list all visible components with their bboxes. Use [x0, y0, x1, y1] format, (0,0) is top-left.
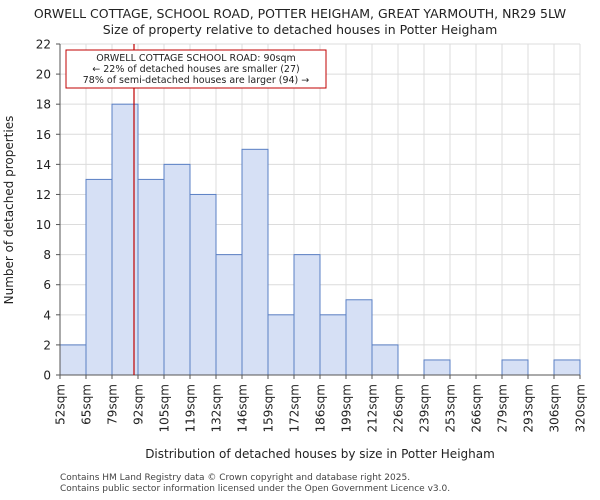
y-tick-label: 16 [36, 128, 51, 142]
y-tick-label: 4 [43, 308, 51, 322]
x-tick-label: 65sqm [80, 384, 94, 425]
y-tick-label: 8 [43, 248, 51, 262]
bar [241, 148, 269, 376]
footer-line-1: Contains HM Land Registry data © Crown c… [60, 473, 411, 483]
x-tick-label: 253sqm [444, 384, 458, 432]
x-tick-label: 266sqm [470, 384, 484, 432]
bar [319, 314, 347, 376]
x-tick-label: 239sqm [418, 384, 432, 432]
annotation-box [65, 49, 327, 89]
bar [215, 254, 243, 376]
chart-subtitle: Size of property relative to detached ho… [102, 22, 498, 37]
y-tick-label: 22 [36, 38, 51, 52]
x-tick-label: 159sqm [262, 384, 276, 432]
annotation-line: ORWELL COTTAGE SCHOOL ROAD: 90sqm [96, 53, 296, 64]
property-marker: ORWELL COTTAGE SCHOOL ROAD: 90sqm← 22% o… [65, 44, 327, 375]
y-tick-label: 2 [43, 338, 51, 352]
bar [267, 314, 295, 376]
bars [59, 103, 581, 376]
x-tick-label: 279sqm [496, 384, 510, 432]
y-tick-label: 10 [36, 218, 51, 232]
x-tick-label: 186sqm [314, 384, 328, 432]
x-tick-label: 52sqm [54, 384, 68, 425]
annotation-line: ← 22% of detached houses are smaller (27… [92, 64, 299, 75]
axes [56, 43, 581, 379]
bar [423, 359, 451, 376]
bar [345, 299, 373, 376]
x-tick-label: 212sqm [366, 384, 380, 432]
y-tick-label: 18 [36, 98, 51, 112]
bar [163, 163, 191, 376]
x-tick-label: 79sqm [106, 384, 120, 425]
annotation-line: 78% of semi-detached houses are larger (… [83, 75, 310, 86]
y-tick-label: 20 [36, 68, 51, 82]
chart-title: ORWELL COTTAGE, SCHOOL ROAD, POTTER HEIG… [33, 6, 567, 21]
x-tick-label: 320sqm [574, 384, 588, 432]
x-tick-label: 105sqm [158, 384, 172, 432]
x-axis-label: Distribution of detached houses by size … [145, 447, 495, 461]
x-tick-label: 199sqm [340, 384, 354, 432]
x-tick-label: 306sqm [548, 384, 562, 432]
x-tick-label: 119sqm [184, 384, 198, 432]
tick-labels: 0 2 4 6 8 10 12 14 16 18 20 22 52sqm 65sqm 79sqm 92sqm 1… [36, 38, 588, 433]
y-tick-label: 14 [36, 158, 51, 172]
y-tick-label: 6 [43, 278, 51, 292]
x-tick-label: 293sqm [522, 384, 536, 432]
bar [85, 178, 113, 376]
bar [501, 359, 529, 376]
y-axis-label: Number of detached properties [2, 116, 16, 305]
bar [189, 193, 217, 376]
footer-line-2: Contains public sector information licen… [60, 484, 451, 494]
x-tick-label: 172sqm [288, 384, 302, 432]
footer: Contains HM Land Registry data © Crown c… [60, 473, 450, 495]
bar [137, 178, 165, 376]
y-tick-label: 0 [43, 369, 51, 383]
bar [59, 344, 87, 376]
bar [293, 254, 321, 376]
bar [371, 344, 399, 376]
x-tick-label: 226sqm [392, 384, 406, 432]
x-tick-label: 92sqm [132, 384, 146, 425]
y-tick-label: 12 [36, 188, 51, 202]
x-tick-label: 146sqm [236, 384, 250, 432]
x-tick-label: 132sqm [210, 384, 224, 432]
bar [553, 359, 581, 376]
